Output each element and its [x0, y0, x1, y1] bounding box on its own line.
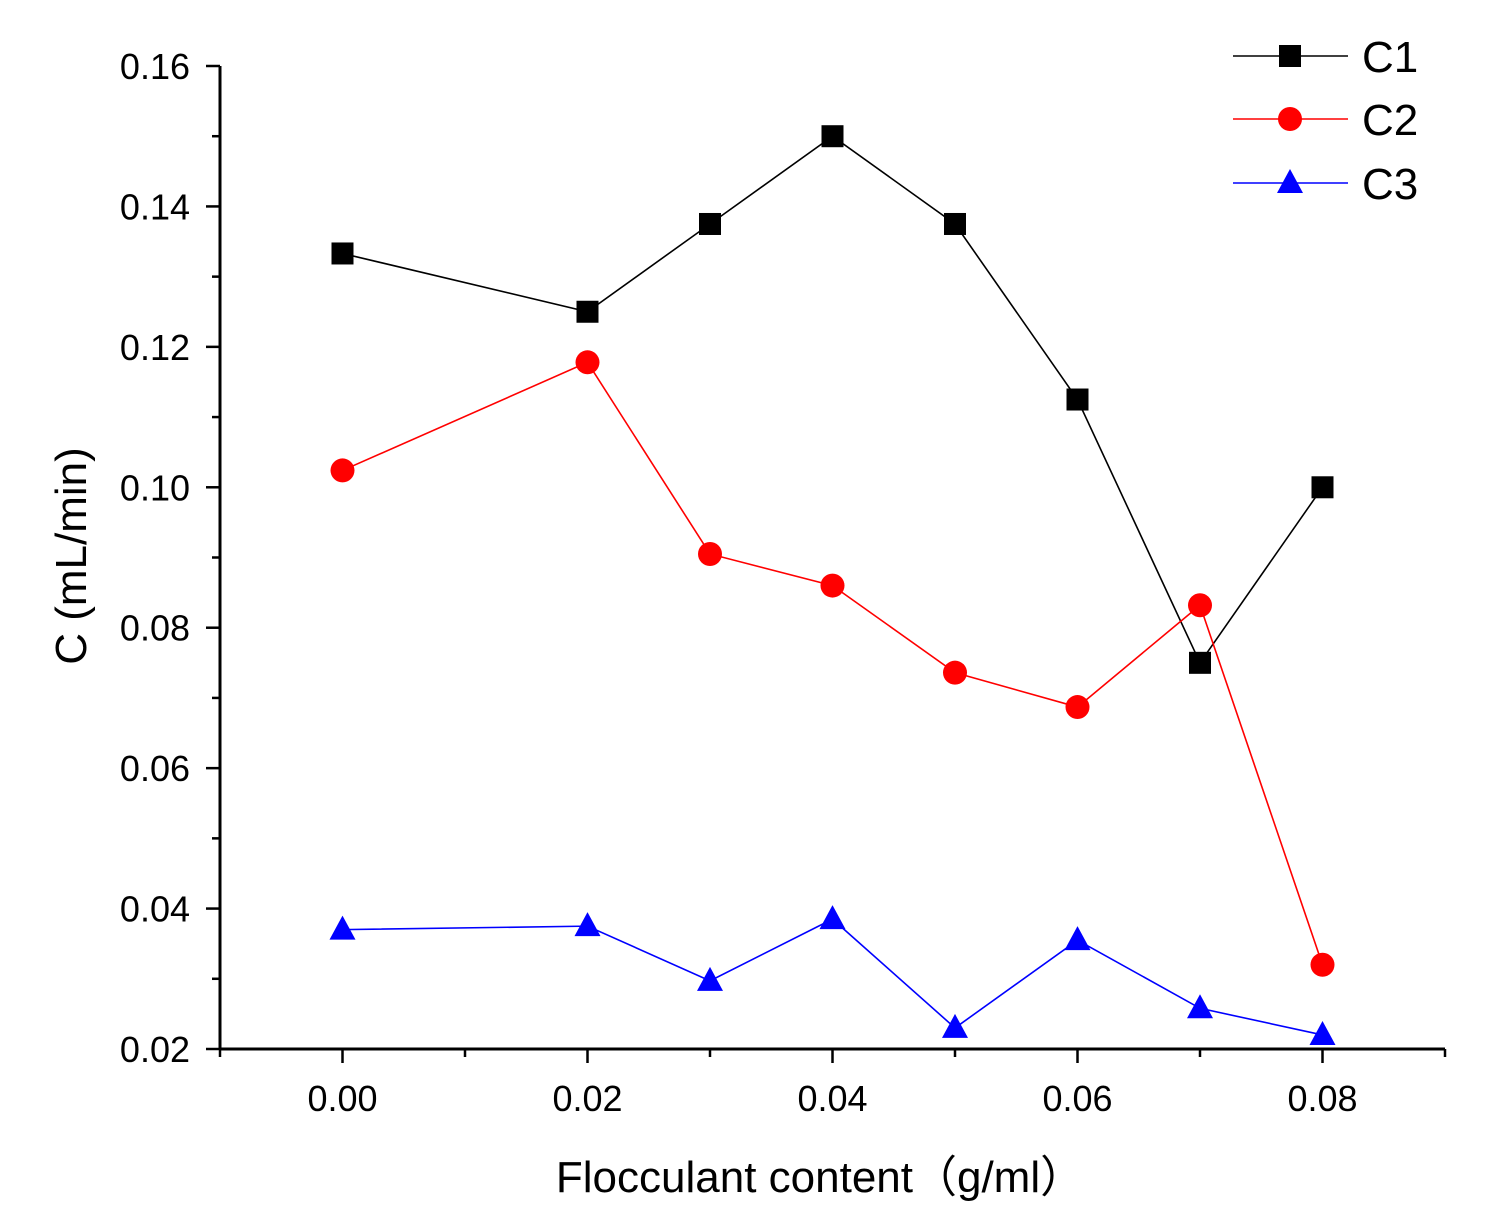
series-C2: [330, 350, 1335, 977]
x-tick-label: 0.04: [797, 1078, 867, 1119]
axes: 0.02 0.04 0.06 0.08 0.10 0.12 0.14 0.16 0.00 0.02…: [120, 46, 1447, 1119]
legend-label: C2: [1362, 96, 1418, 145]
data-point-C3: [942, 1013, 968, 1038]
x-tick-label: 0.00: [307, 1078, 377, 1119]
y-axis-title: C (mL/min): [47, 447, 96, 665]
series-C3: [329, 905, 1336, 1045]
data-point-C2: [1065, 695, 1090, 720]
y-tick-label: 0.16: [120, 46, 190, 87]
data-point-C1: [1311, 476, 1334, 499]
data-point-C2: [820, 573, 845, 598]
data-point-C2: [943, 660, 967, 685]
legend-marker: [1279, 45, 1301, 67]
y-tick-label: 0.10: [120, 467, 190, 508]
data-point-C3: [329, 915, 356, 940]
y-tick-label: 0.08: [120, 608, 190, 649]
data-point-C3: [697, 966, 723, 991]
y-tick-label: 0.14: [120, 186, 190, 227]
x-tick-label: 0.02: [552, 1078, 622, 1119]
data-point-C2: [698, 541, 722, 566]
data-point-C3: [574, 912, 601, 937]
legend: C1 C2 C3: [1233, 33, 1418, 209]
x-axis-title: Flocculant content（g/ml）: [556, 1153, 1084, 1202]
series-line-C1: [342, 135, 1324, 665]
data-point-C3: [819, 905, 846, 930]
data-point-C1: [699, 212, 721, 235]
y-tick-label: 0.04: [120, 889, 190, 930]
data-point-C2: [575, 350, 600, 375]
data-point-C1: [576, 300, 599, 323]
legend-marker: [1277, 169, 1303, 193]
y-tick-label: 0.12: [120, 327, 190, 368]
data-point-C2: [1188, 593, 1212, 618]
data-point-C2: [330, 458, 355, 483]
y-tick-label: 0.02: [120, 1029, 190, 1070]
x-tick-label: 0.06: [1042, 1078, 1112, 1119]
data-point-C1: [1189, 651, 1211, 674]
legend-item-C3: C3: [1233, 160, 1418, 209]
legend-item-C1: C1: [1233, 33, 1418, 82]
legend-label: C1: [1362, 33, 1418, 82]
y-tick-label: 0.06: [120, 748, 190, 789]
data-point-C3: [1187, 994, 1213, 1019]
series-layer: [329, 125, 1336, 1045]
series-line-C2: [342, 361, 1324, 966]
data-point-C1: [944, 212, 966, 235]
data-point-C1: [331, 242, 354, 265]
series-C1: [331, 125, 1334, 674]
legend-marker: [1278, 107, 1302, 131]
legend-label: C3: [1362, 160, 1418, 209]
data-point-C2: [1310, 952, 1335, 977]
data-point-C1: [821, 125, 844, 148]
series-line-C3: [342, 918, 1323, 1036]
x-tick-label: 0.08: [1287, 1078, 1357, 1119]
legend-item-C2: C2: [1233, 96, 1418, 145]
data-point-C1: [1066, 388, 1089, 411]
data-point-C3: [1064, 926, 1091, 951]
data-point-C3: [1309, 1020, 1336, 1045]
